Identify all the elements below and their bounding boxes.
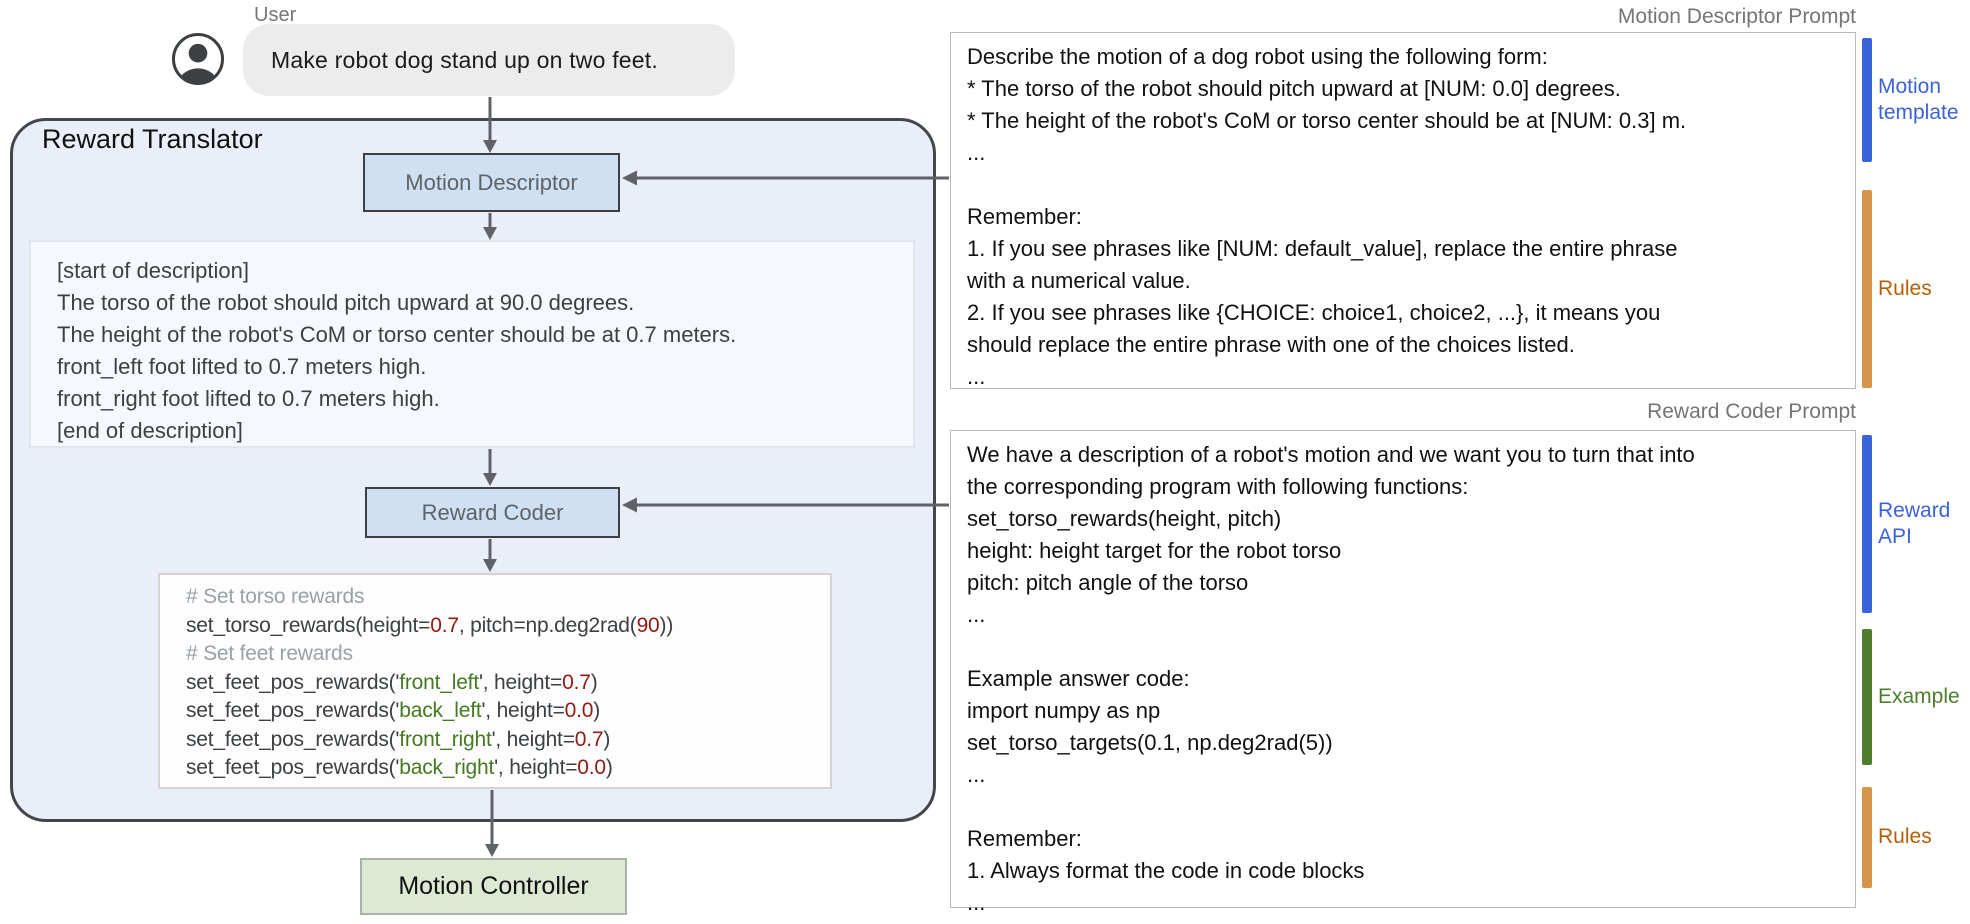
text-line: We have a description of a robot's motio… — [967, 442, 1695, 467]
reward-coder-box: Reward Coder — [365, 487, 620, 538]
reward-coder-label: Reward Coder — [421, 499, 564, 525]
code-segment-code: ', height= — [481, 699, 565, 722]
code-segment-code: ) — [605, 756, 613, 779]
text-line: import numpy as np — [967, 698, 1161, 723]
reward-coder-prompt-title: Reward Coder Prompt — [1647, 400, 1856, 423]
code-segment-code: ', height= — [491, 727, 575, 751]
code-segment-code: set_torso_rewards(height= — [186, 613, 431, 637]
code-segment-code: ) — [593, 699, 601, 722]
text-line: should replace the entire phrase with on… — [967, 332, 1575, 357]
text-line: the corresponding program with following… — [967, 474, 1469, 499]
annotation-bar-rules-1 — [1862, 190, 1872, 388]
code-segment-str: front_left — [399, 670, 479, 694]
user-label: User — [254, 4, 297, 26]
text-line: ... — [967, 762, 986, 787]
text-line: [start of description] — [57, 258, 249, 283]
annotation-label-motion-template: Motion template — [1878, 75, 1959, 124]
text-line: * The height of the robot's CoM or torso… — [967, 108, 1687, 133]
code-segment-code: ', height= — [494, 756, 578, 779]
text-line — [967, 631, 1855, 663]
code-segment-num: 0.7 — [430, 613, 459, 637]
text-line: [end of description] — [57, 418, 243, 443]
text-line — [967, 791, 1855, 823]
motion-descriptor-prompt-title: Motion Descriptor Prompt — [1617, 5, 1856, 28]
annotation-label-reward-api: Reward API — [1878, 499, 1951, 548]
code-segment-str: back_left — [399, 699, 482, 722]
text-line: set_torso_targets(0.1, np.deg2rad(5)) — [967, 730, 1333, 755]
text-line: ... — [967, 602, 986, 627]
text-line: The torso of the robot should pitch upwa… — [57, 290, 635, 315]
text-line: Remember: — [967, 826, 1082, 851]
motion-controller-box: Motion Controller — [360, 858, 627, 915]
annotation-label-rules-2: Rules — [1878, 825, 1932, 848]
code-segment-code: set_feet_pos_rewards(' — [186, 756, 400, 779]
description-box: [start of description] The torso of the r… — [29, 240, 915, 448]
text-line: with a numerical value. — [967, 268, 1191, 293]
code-segment-num: 0.7 — [562, 670, 591, 694]
code-segment-code: set_feet_pos_rewards(' — [186, 699, 400, 722]
code-segment-num: 0.0 — [577, 756, 606, 779]
code-segment-comment: # Set torso rewards — [186, 585, 365, 608]
annotation-bar-reward-api — [1862, 435, 1872, 613]
text-line: front_left foot lifted to 0.7 meters hig… — [57, 354, 427, 379]
text-line: * The torso of the robot should pitch up… — [967, 76, 1621, 101]
user-avatar — [170, 31, 226, 87]
motion-descriptor-prompt-box: Describe the motion of a dog robot using… — [950, 32, 1856, 389]
annotation-bar-example — [1862, 629, 1872, 765]
code-segment-code: ', height= — [478, 670, 563, 694]
text-line: ... — [967, 364, 986, 389]
code-segment-code: ) — [603, 727, 611, 751]
text-line: set_feet_pos_rewards('back_right', heigh… — [186, 754, 830, 783]
code-segment-code: set_feet_pos_rewards(' — [186, 670, 400, 694]
user-message-text: Make robot dog stand up on two feet. — [271, 46, 658, 73]
code-segment-comment: # Set feet rewards — [186, 642, 353, 665]
annotation-bar-motion-template — [1862, 38, 1872, 162]
code-segment-code: set_feet_pos_rewards(' — [186, 727, 400, 751]
text-line — [967, 169, 1855, 201]
text-line: set_feet_pos_rewards('front_right', heig… — [186, 726, 830, 755]
text-line: 2. If you see phrases like {CHOICE: choi… — [967, 300, 1661, 325]
text-line: set_torso_rewards(height=0.7, pitch=np.d… — [186, 612, 830, 641]
person-icon — [171, 32, 225, 86]
code-segment-code: )) — [659, 613, 674, 637]
code-segment-num: 0.7 — [574, 727, 604, 751]
text-line: set_feet_pos_rewards('back_left', height… — [186, 697, 830, 726]
annotation-label-example: Example — [1878, 685, 1960, 708]
text-line: height: height target for the robot tors… — [967, 538, 1342, 563]
reward-coder-prompt-box: We have a description of a robot's motio… — [950, 430, 1856, 915]
text-line: ... — [967, 140, 986, 165]
text-line: set_feet_pos_rewards('front_left', heigh… — [186, 669, 830, 698]
reward-code-box: # Set torso rewards set_torso_rewards(hei… — [158, 573, 832, 789]
annotation-label-rules-1: Rules — [1878, 277, 1932, 300]
annotation-bar-rules-2 — [1862, 787, 1872, 888]
text-line: 1. Always format the code in code blocks — [967, 858, 1365, 883]
code-segment-num: 90 — [636, 613, 660, 637]
text-line: Remember: — [967, 204, 1082, 229]
text-line: ... — [967, 890, 986, 915]
text-line: Describe the motion of a dog robot using… — [967, 44, 1548, 69]
text-line: front_right foot lifted to 0.7 meters hi… — [57, 386, 440, 411]
text-line: set_torso_rewards(height, pitch) — [967, 506, 1282, 531]
user-message-bubble: Make robot dog stand up on two feet. — [243, 24, 735, 96]
code-segment-str: back_right — [399, 756, 495, 779]
text-line: pitch: pitch angle of the torso — [967, 570, 1249, 595]
text-line: 1. If you see phrases like [NUM: default… — [967, 236, 1678, 261]
motion-descriptor-label: Motion Descriptor — [405, 169, 578, 195]
text-line: # Set torso rewards — [186, 583, 830, 612]
code-segment-str: front_right — [399, 727, 492, 751]
motion-descriptor-box: Motion Descriptor — [363, 153, 620, 212]
text-line: Example answer code: — [967, 666, 1190, 691]
code-segment-code: ) — [590, 670, 598, 694]
motion-controller-label: Motion Controller — [398, 872, 589, 900]
text-line: # Set feet rewards — [186, 640, 830, 669]
code-segment-num: 0.0 — [564, 699, 594, 722]
reward-translator-title: Reward Translator — [42, 124, 263, 154]
text-line: The height of the robot's CoM or torso c… — [57, 322, 737, 347]
code-segment-code: , pitch=np.deg2rad( — [458, 613, 637, 637]
